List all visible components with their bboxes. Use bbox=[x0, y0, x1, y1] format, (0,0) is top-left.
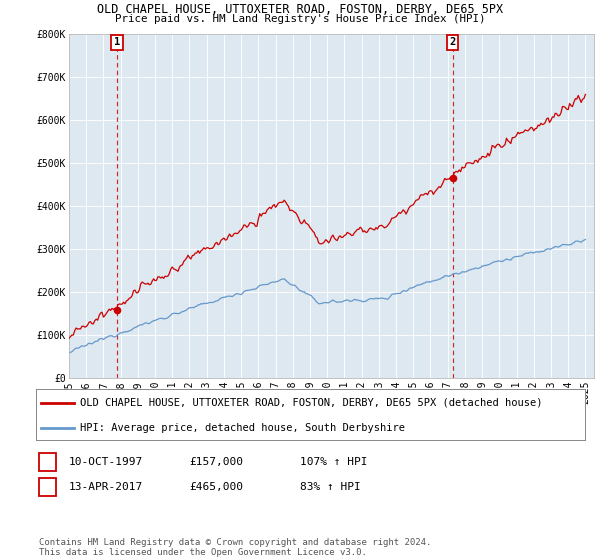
Text: 13-APR-2017: 13-APR-2017 bbox=[69, 482, 143, 492]
Text: 83% ↑ HPI: 83% ↑ HPI bbox=[300, 482, 361, 492]
Text: £157,000: £157,000 bbox=[189, 457, 243, 467]
Text: 2: 2 bbox=[449, 37, 455, 47]
Text: OLD CHAPEL HOUSE, UTTOXETER ROAD, FOSTON, DERBY, DE65 5PX: OLD CHAPEL HOUSE, UTTOXETER ROAD, FOSTON… bbox=[97, 3, 503, 16]
Text: HPI: Average price, detached house, South Derbyshire: HPI: Average price, detached house, Sout… bbox=[80, 423, 405, 433]
Text: 1: 1 bbox=[44, 457, 51, 467]
Text: £465,000: £465,000 bbox=[189, 482, 243, 492]
Text: Price paid vs. HM Land Registry's House Price Index (HPI): Price paid vs. HM Land Registry's House … bbox=[115, 14, 485, 24]
Text: 107% ↑ HPI: 107% ↑ HPI bbox=[300, 457, 367, 467]
Text: 2: 2 bbox=[44, 482, 51, 492]
Text: 10-OCT-1997: 10-OCT-1997 bbox=[69, 457, 143, 467]
Text: OLD CHAPEL HOUSE, UTTOXETER ROAD, FOSTON, DERBY, DE65 5PX (detached house): OLD CHAPEL HOUSE, UTTOXETER ROAD, FOSTON… bbox=[80, 398, 542, 408]
Text: 1: 1 bbox=[114, 37, 120, 47]
Text: Contains HM Land Registry data © Crown copyright and database right 2024.
This d: Contains HM Land Registry data © Crown c… bbox=[39, 538, 431, 557]
